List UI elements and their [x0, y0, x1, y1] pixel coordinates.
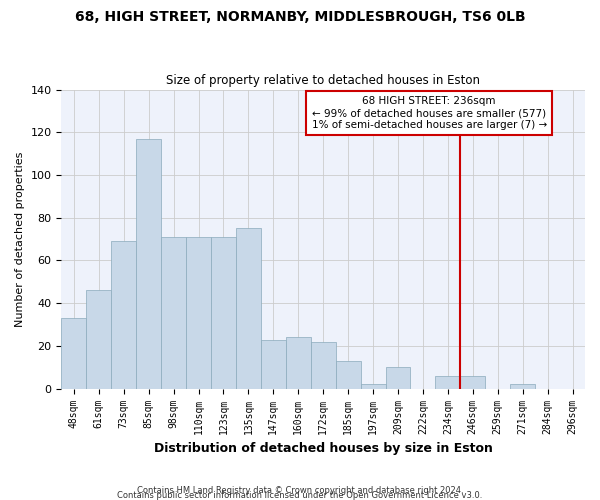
Bar: [236, 228, 261, 388]
Text: Contains HM Land Registry data © Crown copyright and database right 2024.: Contains HM Land Registry data © Crown c…: [137, 486, 463, 495]
Text: 68, HIGH STREET, NORMANBY, MIDDLESBROUGH, TS6 0LB: 68, HIGH STREET, NORMANBY, MIDDLESBROUGH…: [74, 10, 526, 24]
Bar: [361, 384, 386, 388]
Bar: [510, 384, 535, 388]
Bar: [161, 237, 186, 388]
Bar: [335, 361, 361, 388]
Bar: [436, 376, 460, 388]
Bar: [261, 340, 286, 388]
Title: Size of property relative to detached houses in Eston: Size of property relative to detached ho…: [166, 74, 480, 87]
Y-axis label: Number of detached properties: Number of detached properties: [15, 152, 25, 327]
Bar: [286, 338, 311, 388]
Bar: [111, 242, 136, 388]
Text: Contains public sector information licensed under the Open Government Licence v3: Contains public sector information licen…: [118, 491, 482, 500]
Bar: [386, 368, 410, 388]
Bar: [460, 376, 485, 388]
Bar: [61, 318, 86, 388]
Bar: [136, 138, 161, 388]
Text: 68 HIGH STREET: 236sqm
← 99% of detached houses are smaller (577)
1% of semi-det: 68 HIGH STREET: 236sqm ← 99% of detached…: [311, 96, 547, 130]
Bar: [86, 290, 111, 388]
Bar: [211, 237, 236, 388]
X-axis label: Distribution of detached houses by size in Eston: Distribution of detached houses by size …: [154, 442, 493, 455]
Bar: [311, 342, 335, 388]
Bar: [186, 237, 211, 388]
